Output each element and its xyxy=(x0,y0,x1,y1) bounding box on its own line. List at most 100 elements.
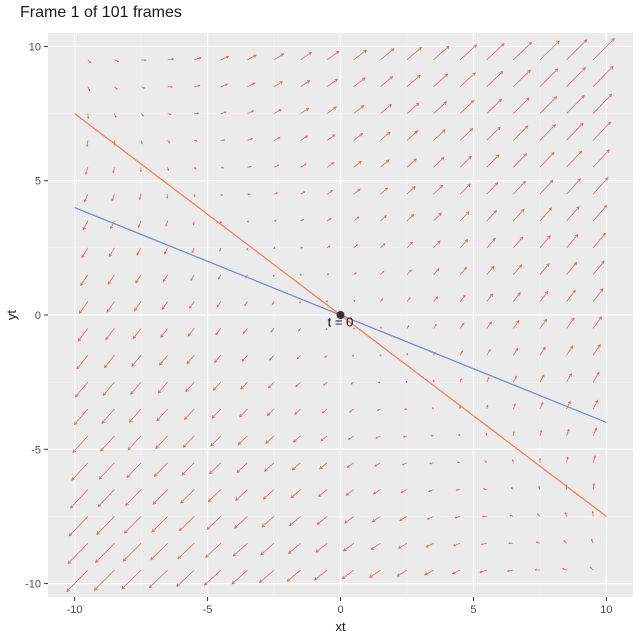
field-arrow xyxy=(380,76,394,88)
field-arrow-shaft xyxy=(592,205,607,222)
field-arrow-shaft xyxy=(406,214,415,222)
field-arrow xyxy=(321,408,328,414)
field-arrow-head xyxy=(207,498,212,503)
field-arrow-head xyxy=(265,440,269,444)
field-arrow-shaft xyxy=(189,301,195,309)
field-arrow-shaft xyxy=(131,355,142,367)
field-arrow xyxy=(486,293,494,302)
field-arrow-shaft xyxy=(177,542,195,559)
field-arrow-head xyxy=(462,294,466,298)
field-arrow-head xyxy=(83,199,87,203)
field-arrow xyxy=(458,433,461,437)
field-arrow xyxy=(191,247,195,254)
field-arrow-head xyxy=(596,371,600,376)
field-arrow xyxy=(404,408,408,411)
field-arrow-shaft xyxy=(126,462,142,478)
field-arrow-head xyxy=(162,279,166,283)
field-arrow-head xyxy=(493,209,498,214)
field-arrow-head xyxy=(220,193,223,197)
field-arrow-head xyxy=(277,164,280,167)
field-arrow xyxy=(272,274,275,278)
field-arrow xyxy=(315,542,328,553)
field-arrow-head xyxy=(467,183,471,188)
field-arrow xyxy=(513,264,522,275)
field-arrow xyxy=(406,269,412,275)
field-arrow-shaft xyxy=(260,542,275,555)
field-arrow xyxy=(289,516,301,527)
field-arrow-shaft xyxy=(121,569,142,590)
field-arrow-head xyxy=(183,416,188,421)
field-arrow xyxy=(561,567,567,571)
field-arrow xyxy=(405,380,408,383)
field-arrow xyxy=(592,93,613,114)
field-arrow xyxy=(270,328,275,333)
field-arrow-shaft xyxy=(85,167,89,175)
field-arrow-shaft xyxy=(453,542,461,547)
field-arrow-head xyxy=(523,153,528,157)
field-arrow-shaft xyxy=(459,155,472,168)
field-arrow-head xyxy=(193,195,196,198)
field-arrow xyxy=(433,184,444,195)
field-arrow-shaft xyxy=(566,401,571,410)
field-arrow-shaft xyxy=(592,372,600,383)
field-arrow-head xyxy=(434,323,437,326)
field-arrow xyxy=(513,208,525,222)
field-arrow xyxy=(539,290,549,302)
field-arrow xyxy=(566,206,580,222)
field-arrow-head xyxy=(139,170,142,173)
field-arrow xyxy=(160,328,168,338)
field-arrow-shaft xyxy=(77,328,89,342)
field-arrow-shaft xyxy=(406,130,418,141)
field-arrow xyxy=(112,167,115,174)
field-arrow-shaft xyxy=(343,542,355,552)
field-arrow xyxy=(459,183,471,195)
field-arrow-head xyxy=(138,197,142,201)
field-arrow xyxy=(401,462,408,466)
field-arrow-head xyxy=(527,69,531,74)
field-arrow xyxy=(566,122,584,141)
field-arrow xyxy=(247,82,256,88)
field-arrow xyxy=(178,516,195,532)
field-arrow xyxy=(97,489,115,508)
field-arrow xyxy=(156,408,168,422)
field-arrow-head xyxy=(490,265,495,270)
field-arrow-shaft xyxy=(139,194,142,200)
field-arrow xyxy=(353,244,359,249)
field-arrow-shaft xyxy=(486,43,505,61)
field-arrow xyxy=(82,220,89,231)
field-arrow xyxy=(459,155,473,168)
field-arrow-shaft xyxy=(295,381,301,387)
field-arrow xyxy=(452,542,461,547)
field-arrow-head xyxy=(538,485,541,488)
field-arrow-head xyxy=(212,387,217,391)
field-arrow xyxy=(399,516,408,521)
field-arrow-shaft xyxy=(152,489,168,505)
field-arrow xyxy=(298,328,301,332)
field-arrow-shaft xyxy=(459,183,471,195)
field-arrow-head xyxy=(607,121,611,126)
field-arrow xyxy=(427,489,434,493)
field-arrow-head xyxy=(518,264,522,268)
field-arrow-shaft xyxy=(433,73,448,88)
field-arrow-shaft xyxy=(539,263,550,275)
field-arrow-shaft xyxy=(566,39,587,61)
y-tick-label: 0 xyxy=(35,310,41,322)
field-arrow xyxy=(459,44,478,61)
field-arrow xyxy=(379,354,382,357)
field-arrow-head xyxy=(70,504,74,509)
field-arrow xyxy=(130,381,142,395)
field-arrow-head xyxy=(314,577,318,581)
field-arrow xyxy=(512,375,517,383)
field-arrow-head xyxy=(427,489,431,493)
y-tick-label: 10 xyxy=(29,41,41,53)
field-arrow-shaft xyxy=(206,516,222,530)
field-arrow xyxy=(126,462,142,479)
field-arrow xyxy=(479,569,487,574)
field-arrow xyxy=(564,512,567,517)
field-arrow-shaft xyxy=(539,402,544,410)
field-arrow xyxy=(459,378,462,383)
field-arrow-shaft xyxy=(486,321,492,329)
field-arrow-shaft xyxy=(566,262,577,275)
x-tick-label: 10 xyxy=(600,604,612,616)
field-arrow xyxy=(148,569,168,589)
